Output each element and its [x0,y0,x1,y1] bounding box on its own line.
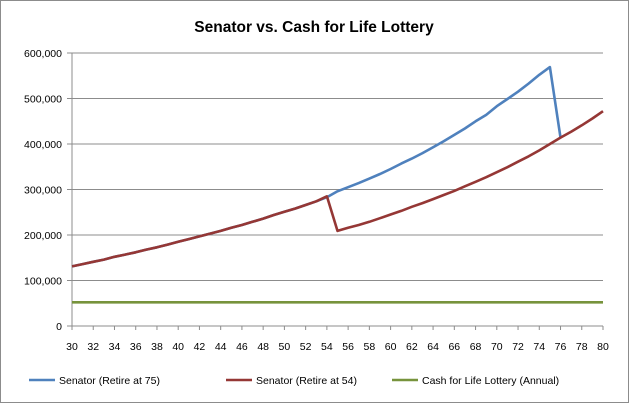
chart-title: Senator vs. Cash for Life Lottery [194,19,434,36]
x-tick-label: 52 [300,341,312,353]
x-tick-label: 36 [130,341,142,353]
x-axis-ticks: 30 32 34 36 38 40 42 44 46 48 50 52 54 56 58 60 62 64 66 68… [66,326,609,353]
series-line-2 [71,110,604,268]
y-tick-label: 500,000 [24,94,62,106]
x-tick-label: 70 [491,341,503,353]
series-lines [71,65,604,304]
x-tick-label: 80 [597,341,609,353]
x-tick-label: 64 [427,341,439,353]
x-tick-label: 34 [109,341,121,353]
x-tick-label: 40 [172,341,184,353]
x-tick-label: 54 [321,341,333,353]
x-tick-label: 42 [194,341,206,353]
y-axis-ticks: 0 100,000 200,000 300,000 400,000 500,000 600,… [24,48,72,333]
x-tick-label: 46 [236,341,248,353]
x-tick-label: 50 [279,341,291,353]
gridlines [72,52,603,281]
x-tick-label: 60 [385,341,397,353]
x-tick-label: 66 [448,341,460,353]
x-tick-label: 44 [215,341,227,353]
series-line-1 [71,65,562,268]
x-tick-label: 32 [87,341,99,353]
x-tick-label: 76 [555,341,567,353]
y-tick-label: 300,000 [24,185,62,197]
y-tick-label: 100,000 [24,276,62,288]
y-tick-label: 600,000 [24,48,62,60]
legend-label-1: Senator (Retire at 75) [59,375,160,387]
legend-label-3: Cash for Life Lottery (Annual) [422,375,559,387]
legend: Senator (Retire at 75) Senator (Retire at… [29,375,559,387]
x-tick-label: 62 [406,341,418,353]
y-tick-label: 200,000 [24,230,62,242]
x-tick-label: 74 [533,341,545,353]
x-tick-label: 30 [66,341,78,353]
y-tick-label: 0 [56,321,62,333]
x-tick-label: 58 [364,341,376,353]
x-tick-label: 72 [512,341,524,353]
x-tick-label: 48 [257,341,269,353]
legend-label-2: Senator (Retire at 54) [256,375,357,387]
y-tick-label: 400,000 [24,139,62,151]
x-tick-label: 78 [576,341,588,353]
x-tick-label: 56 [342,341,354,353]
x-tick-label: 38 [151,341,163,353]
x-tick-label: 68 [470,341,482,353]
